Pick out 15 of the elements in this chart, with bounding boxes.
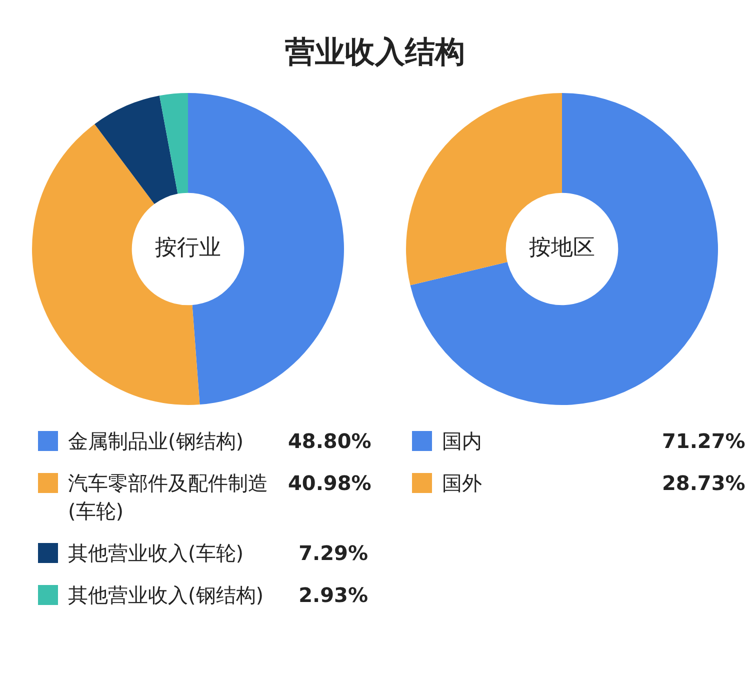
legend-label: 其他营业收入(车轮) [68,540,245,567]
data-label: 71.27% [662,428,746,455]
legend-label: 国外 [442,470,483,497]
legend-label: 汽车零部件及配件制造(车轮) [68,470,269,525]
text: 按行业 [155,236,221,261]
data-label: 48.80% [288,428,372,455]
data-label: 7.29% [298,540,368,567]
data-label: 40.98% [288,470,372,497]
legend-label: 其他营业收入(钢结构) [68,582,265,609]
chart-title: 营业收入结构 [284,34,466,72]
text: 按地区 [529,236,595,261]
legend-label: 金属制品业(钢结构) [68,428,245,455]
data-label: 2.93% [298,582,368,609]
legend-label: 国内 [442,428,483,455]
data-label: 28.73% [662,470,746,497]
